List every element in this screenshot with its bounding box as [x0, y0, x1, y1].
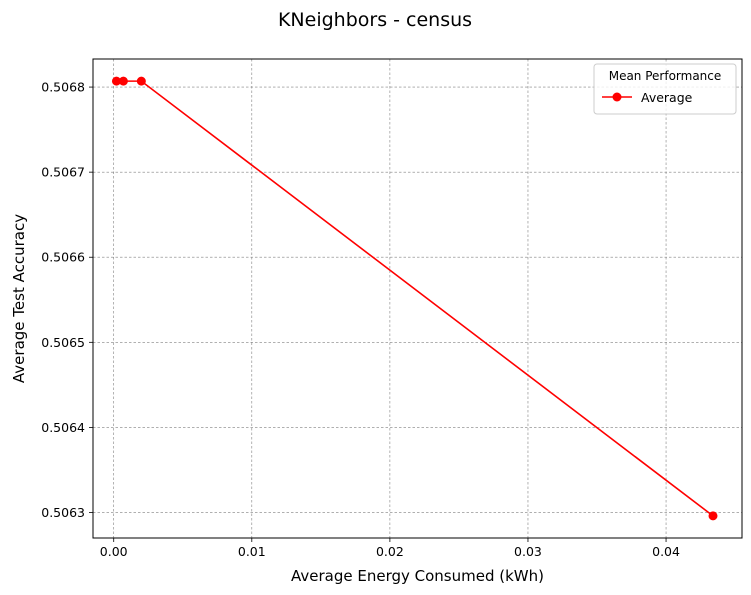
- y-tick-label: 0.5064: [41, 420, 85, 435]
- legend-title: Mean Performance: [609, 69, 722, 83]
- y-axis-label: Average Test Accuracy: [10, 214, 28, 383]
- x-tick-label: 0.04: [652, 544, 680, 559]
- data-point: [118, 76, 128, 86]
- y-tick-label: 0.5063: [41, 505, 85, 520]
- x-tick-label: 0.03: [514, 544, 542, 559]
- series-layer: [111, 76, 718, 521]
- x-tick-label: 0.01: [238, 544, 266, 559]
- y-tick-label: 0.5066: [41, 250, 85, 265]
- x-tick-label: 0.00: [100, 544, 128, 559]
- data-point: [708, 511, 718, 521]
- series-line-average: [116, 80, 714, 517]
- legend-box: [593, 63, 737, 115]
- y-tick-label: 0.5067: [41, 165, 85, 180]
- y-tick-label: 0.5068: [41, 80, 85, 95]
- data-point: [111, 76, 121, 86]
- legend-entry-average: Average: [641, 90, 693, 105]
- x-tick-label: 0.02: [376, 544, 404, 559]
- legend-marker: [612, 92, 622, 102]
- y-tick-label: 0.5065: [41, 335, 85, 350]
- grid: [93, 59, 742, 538]
- plot-frame: [92, 58, 743, 539]
- data-point: [136, 76, 146, 86]
- y-axis-ticks: 0.5063 0.5064 0.5065 0.5066 0.5067 0.5068: [41, 80, 93, 520]
- x-axis-label: Average Energy Consumed (kWh): [291, 567, 544, 585]
- x-axis-ticks: 0.00 0.01 0.02 0.03 0.04: [100, 538, 680, 559]
- chart-title: KNeighbors - census: [278, 9, 472, 31]
- legend: Mean Performance Average: [593, 63, 737, 115]
